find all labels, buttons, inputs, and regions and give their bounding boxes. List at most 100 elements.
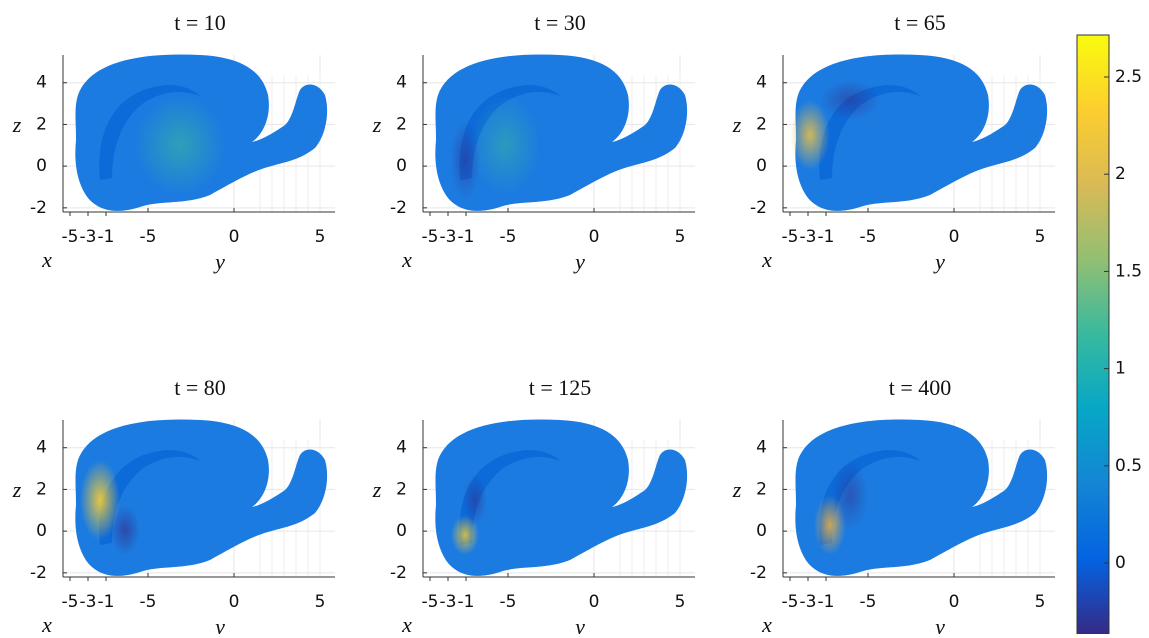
z-tick-label: 0 bbox=[756, 156, 767, 176]
y-tick-label: 0 bbox=[589, 592, 600, 612]
z-tick-label: -2 bbox=[750, 563, 767, 583]
x-tick-label: -3 bbox=[800, 227, 817, 247]
x-tick-label: -1 bbox=[98, 227, 115, 247]
x-tick-label: -5 bbox=[782, 227, 799, 247]
x-tick-label: -5 bbox=[782, 592, 799, 612]
panel-title: t = 65 bbox=[894, 10, 946, 35]
z-tick-label: 0 bbox=[36, 156, 47, 176]
x-axis-label: x bbox=[401, 247, 412, 272]
x-tick-label: -3 bbox=[440, 592, 457, 612]
hot-spot bbox=[790, 100, 830, 170]
x-tick-label: -1 bbox=[458, 592, 475, 612]
z-axis-label: z bbox=[372, 477, 382, 502]
y-axis-label: y bbox=[933, 614, 945, 634]
z-tick-label: -2 bbox=[30, 563, 47, 583]
hot-spot bbox=[80, 460, 120, 540]
x-tick-label: -5 bbox=[62, 227, 79, 247]
colorbar bbox=[1076, 34, 1110, 635]
hot-spot bbox=[820, 80, 880, 120]
y-tick-label: 5 bbox=[675, 227, 686, 247]
hot-spot bbox=[463, 475, 487, 525]
z-tick-label: 4 bbox=[36, 73, 47, 93]
y-tick-label: 0 bbox=[589, 227, 600, 247]
panel-title: t = 30 bbox=[534, 10, 586, 35]
x-tick-label: -1 bbox=[818, 227, 835, 247]
hot-spot bbox=[450, 120, 480, 200]
x-axis-label: x bbox=[41, 612, 52, 634]
z-axis-label: z bbox=[732, 112, 742, 137]
x-tick-label: -5 bbox=[422, 592, 439, 612]
z-tick-label: 4 bbox=[36, 438, 47, 458]
colorbar-tick-label: 1.5 bbox=[1115, 261, 1142, 281]
z-tick-label: -2 bbox=[390, 198, 407, 218]
y-tick-label: 5 bbox=[315, 227, 326, 247]
z-tick-label: -2 bbox=[750, 198, 767, 218]
y-tick-label: 5 bbox=[315, 592, 326, 612]
z-tick-label: 4 bbox=[396, 438, 407, 458]
y-tick-label: -5 bbox=[500, 592, 517, 612]
colorbar-tick-label: 0 bbox=[1115, 553, 1126, 573]
hot-spot bbox=[832, 460, 868, 530]
z-tick-label: 2 bbox=[36, 479, 47, 499]
panel-title: t = 80 bbox=[174, 375, 226, 400]
hot-spot bbox=[110, 505, 140, 555]
colorbar-tick-label: 2 bbox=[1115, 164, 1126, 184]
z-tick-label: 0 bbox=[396, 521, 407, 541]
z-axis-label: z bbox=[732, 477, 742, 502]
z-tick-label: 0 bbox=[756, 521, 767, 541]
z-tick-label: 4 bbox=[396, 73, 407, 93]
x-tick-label: -5 bbox=[422, 227, 439, 247]
y-axis-label: y bbox=[213, 614, 225, 634]
x-tick-label: -5 bbox=[62, 592, 79, 612]
colorbar-tick-label: 2.5 bbox=[1115, 67, 1142, 87]
y-tick-label: 5 bbox=[1035, 592, 1046, 612]
y-tick-label: 0 bbox=[229, 592, 240, 612]
z-tick-label: -2 bbox=[390, 563, 407, 583]
colorbar-tick-label: 0.5 bbox=[1115, 456, 1142, 476]
y-tick-label: 5 bbox=[1035, 227, 1046, 247]
y-tick-label: 0 bbox=[949, 592, 960, 612]
z-tick-label: 4 bbox=[756, 438, 767, 458]
y-axis-label: y bbox=[933, 249, 945, 274]
x-tick-label: -1 bbox=[818, 592, 835, 612]
y-tick-label: 5 bbox=[675, 592, 686, 612]
hot-spot bbox=[135, 95, 225, 195]
x-axis-label: x bbox=[761, 612, 772, 634]
x-axis-label: x bbox=[401, 612, 412, 634]
x-tick-label: -1 bbox=[98, 592, 115, 612]
z-tick-label: 2 bbox=[36, 114, 47, 134]
y-axis-label: y bbox=[573, 614, 585, 634]
z-tick-label: 2 bbox=[396, 114, 407, 134]
y-axis-label: y bbox=[213, 249, 225, 274]
panel-title: t = 125 bbox=[529, 375, 592, 400]
y-tick-label: -5 bbox=[500, 227, 517, 247]
z-tick-label: 2 bbox=[396, 479, 407, 499]
panel-title: t = 10 bbox=[174, 10, 226, 35]
z-tick-label: 2 bbox=[756, 479, 767, 499]
y-axis-label: y bbox=[573, 249, 585, 274]
y-tick-label: -5 bbox=[860, 227, 877, 247]
x-tick-label: -1 bbox=[458, 227, 475, 247]
z-tick-label: -2 bbox=[30, 198, 47, 218]
z-axis-label: z bbox=[12, 477, 22, 502]
y-tick-label: 0 bbox=[949, 227, 960, 247]
z-tick-label: 0 bbox=[396, 156, 407, 176]
y-tick-label: 0 bbox=[229, 227, 240, 247]
z-tick-label: 4 bbox=[756, 73, 767, 93]
x-tick-label: -3 bbox=[80, 592, 97, 612]
x-tick-label: -3 bbox=[80, 227, 97, 247]
x-tick-label: -3 bbox=[440, 227, 457, 247]
z-tick-label: 2 bbox=[756, 114, 767, 134]
y-tick-label: -5 bbox=[140, 592, 157, 612]
y-tick-label: -5 bbox=[140, 227, 157, 247]
surface-fold bbox=[459, 450, 560, 545]
z-axis-label: z bbox=[372, 112, 382, 137]
colorbar-tick-label: 1 bbox=[1115, 359, 1126, 379]
x-axis-label: x bbox=[761, 247, 772, 272]
